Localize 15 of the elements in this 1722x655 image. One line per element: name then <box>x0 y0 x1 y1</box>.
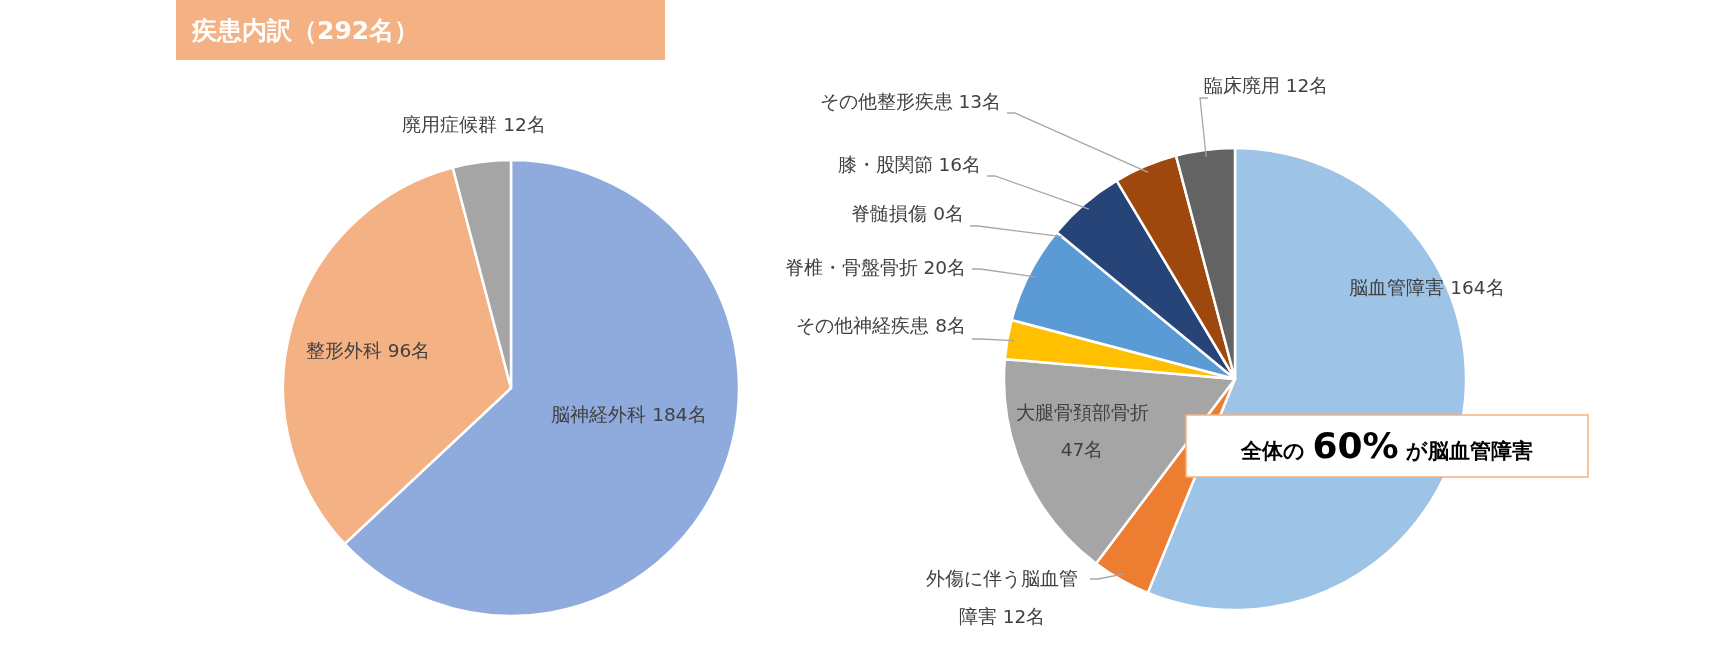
slice-label: 整形外科 96名 <box>305 340 431 361</box>
chart-title: 疾患内訳（292名） <box>191 16 420 45</box>
slice-label: 脳神経外科 184名 <box>551 404 707 425</box>
slice-label: 臨床廃用 12名 <box>1203 75 1329 96</box>
slice-label: 脊椎・骨盤骨折 20名 <box>784 257 966 278</box>
slice-label: その他神経疾患 8名 <box>796 315 966 336</box>
slice-label: その他整形疾患 13名 <box>819 91 1001 112</box>
category-label: 脊髄損傷 0名 <box>851 203 964 224</box>
slice-label: 外傷に伴う脳血管障害 12名 <box>926 568 1078 627</box>
data-label: 47名 <box>1060 439 1104 460</box>
slice-label: 膝・股関節 16名 <box>837 154 981 175</box>
slice-label: 廃用症候群 12名 <box>402 114 546 135</box>
slice-label: 大腿骨頚部骨折 <box>1015 402 1149 423</box>
text: 全体の 60% が脳血管障害 <box>1240 425 1533 466</box>
slice-label: 脳血管障害 164名 <box>1349 277 1505 298</box>
